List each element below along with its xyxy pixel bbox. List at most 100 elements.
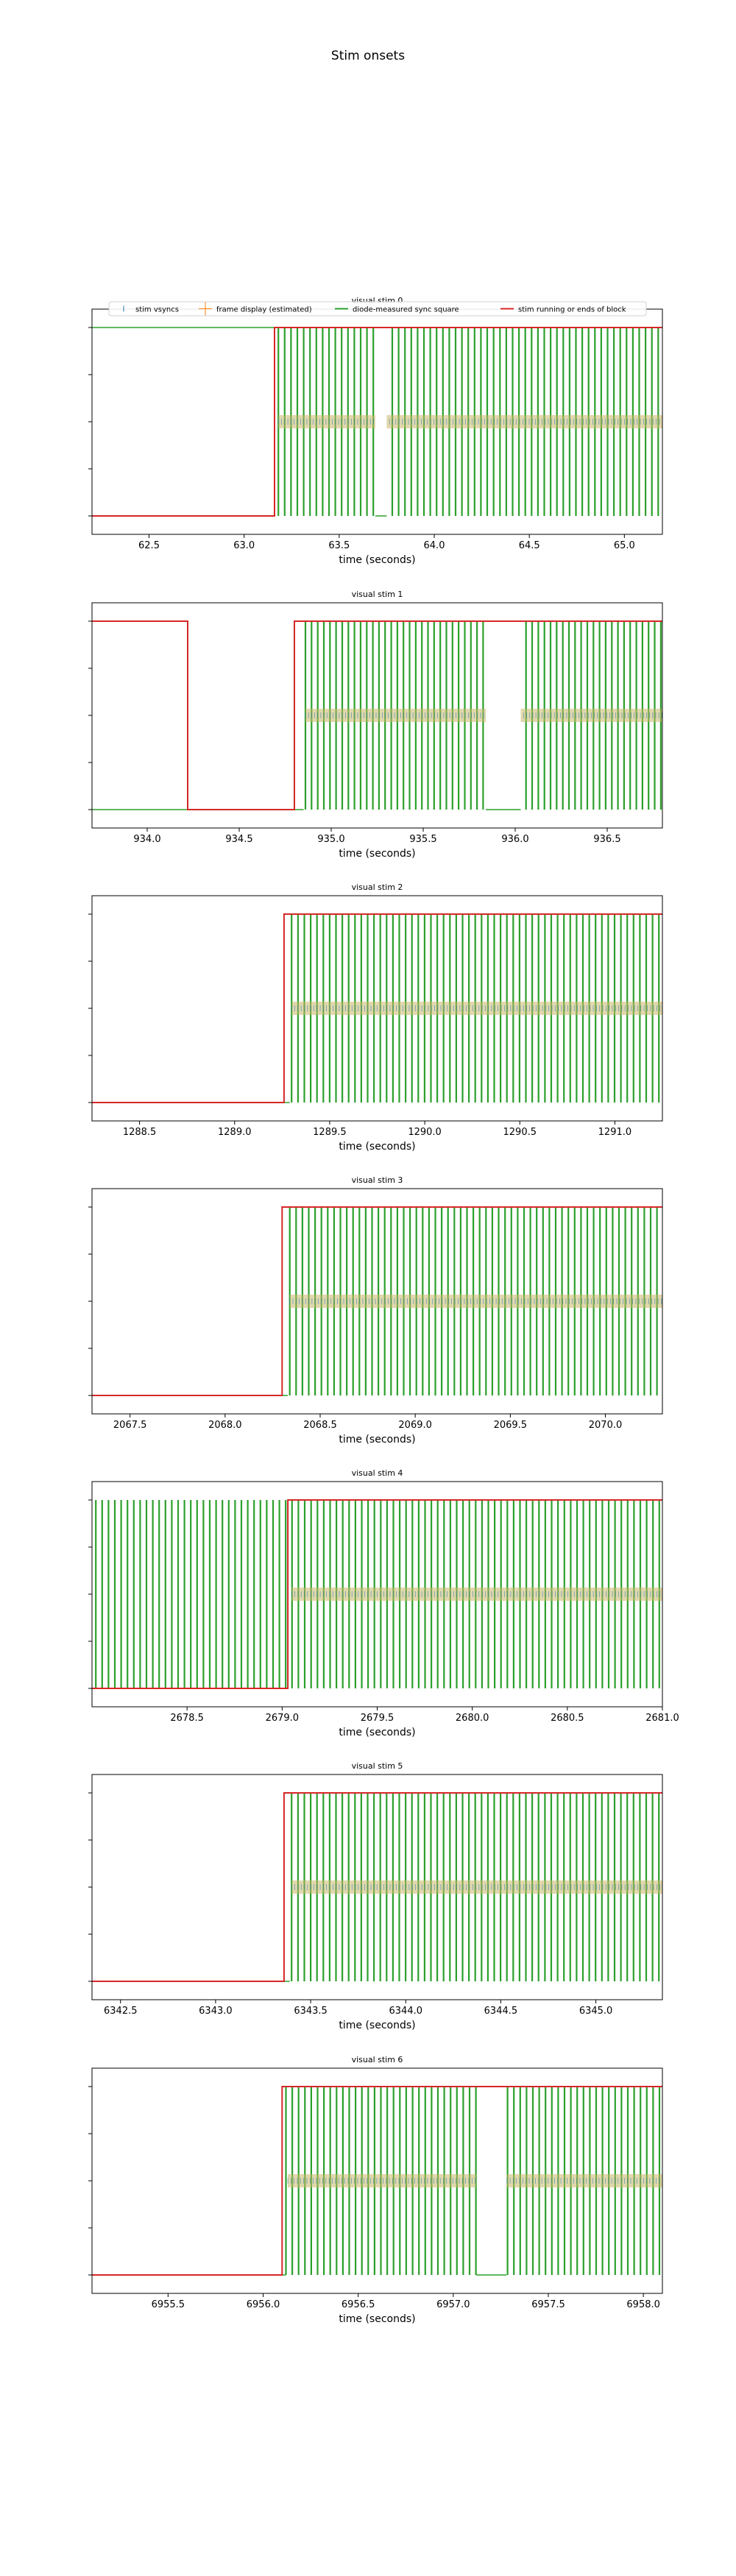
- x-axis-label: time (seconds): [339, 1727, 415, 1738]
- legend-entry: diode-measured sync square: [353, 306, 459, 314]
- x-tick-label: 2070.0: [589, 1420, 623, 1431]
- x-tick-label: 62.5: [138, 540, 160, 551]
- chart-6: visual stim 6 6955.5 6956.0 6956.5 6957.0 695…: [88, 2055, 663, 2325]
- chart-title: visual stim 4: [352, 1468, 403, 1478]
- x-axis-label: time (seconds): [339, 554, 415, 566]
- x-tick-label: 2679.0: [266, 1713, 300, 1724]
- stim-vsync-marks: [277, 419, 660, 425]
- frame-display-band: [291, 1880, 662, 1894]
- x-axis-label: time (seconds): [339, 2313, 415, 2325]
- x-tick-label: 934.5: [225, 834, 252, 845]
- x-tick-label: 6344.0: [389, 2006, 423, 2017]
- x-tick-label: 2680.0: [456, 1713, 489, 1724]
- frame-display-band: [291, 1588, 662, 1601]
- plot-area: [92, 913, 662, 1103]
- block-line: [92, 2086, 662, 2276]
- x-tick-label: 2680.5: [551, 1713, 584, 1724]
- legend: stim vsyncs frame display (estimated) diod…: [108, 301, 647, 316]
- block-line: [92, 327, 662, 517]
- x-axis-label: time (seconds): [339, 1434, 415, 1446]
- chart-1: visual stim 1 934.0 934.5 935.0 935.5 936.0 93…: [88, 590, 663, 860]
- x-tick-label: 2678.5: [170, 1713, 204, 1724]
- frame-display-band: [289, 1295, 662, 1308]
- block-line: [92, 1499, 662, 1689]
- x-tick-label: 2067.5: [113, 1420, 147, 1431]
- stim-vsync-marks: [305, 712, 662, 718]
- x-tick-label: 2679.5: [361, 1713, 394, 1724]
- chart-5: visual stim 5 6342.5 6343.0 6343.5 6344.0 634…: [88, 1761, 663, 2031]
- x-tick-label: 63.0: [233, 540, 255, 551]
- x-tick-label: 1291.0: [598, 1127, 632, 1138]
- chart-3: visual stim 3 2067.5 2068.0 2068.5 2069.0 206…: [88, 1175, 663, 1446]
- x-tick-label: 935.0: [317, 834, 344, 845]
- x-tick-label: 6343.0: [199, 2006, 233, 2017]
- plot-area: [92, 1499, 662, 1689]
- frame-display-band: [305, 709, 486, 722]
- x-tick-label: 6344.5: [484, 2006, 518, 2017]
- frame-display-band: [288, 2174, 476, 2187]
- block-line: [92, 620, 662, 810]
- plot-area: [92, 620, 662, 810]
- x-tick-label: 6343.5: [294, 2006, 328, 2017]
- frame-display-band: [278, 415, 375, 428]
- x-tick-label: 1288.5: [123, 1127, 157, 1138]
- chart-2: visual stim 2 1288.5 1289.0 1289.5 1290.0 129…: [88, 882, 663, 1153]
- block-line: [92, 913, 662, 1103]
- x-tick-label: 1290.0: [408, 1127, 442, 1138]
- x-tick-label: 2068.5: [303, 1420, 337, 1431]
- x-tick-label: 6956.0: [247, 2299, 280, 2310]
- chart-title: visual stim 2: [352, 882, 403, 892]
- plot-area: [92, 327, 662, 517]
- x-axis-label: time (seconds): [339, 2020, 415, 2031]
- stim-vsync-marks: [287, 2178, 660, 2184]
- chart-title: visual stim 1: [352, 590, 403, 599]
- block-line: [92, 1206, 662, 1396]
- chart-title: visual stim 5: [352, 1761, 403, 1771]
- x-tick-label: 934.0: [133, 834, 160, 845]
- legend-entry: stim vsyncs: [135, 306, 179, 314]
- x-tick-label: 936.5: [593, 834, 620, 845]
- x-axis-label: time (seconds): [339, 1141, 415, 1153]
- x-axis-label: time (seconds): [339, 848, 415, 860]
- chart-title: visual stim 6: [352, 2055, 403, 2064]
- x-tick-label: 65.0: [614, 540, 635, 551]
- frame-display-band: [506, 2174, 662, 2187]
- stim-vsync-marks: [291, 1884, 660, 1890]
- x-tick-label: 2069.0: [398, 1420, 432, 1431]
- chart-title: visual stim 3: [352, 1175, 403, 1185]
- stim-vsync-marks: [291, 1591, 660, 1597]
- x-tick-label: 6955.5: [152, 2299, 185, 2310]
- x-tick-label: 64.0: [424, 540, 445, 551]
- x-tick-label: 64.5: [519, 540, 540, 551]
- plot-area: [92, 2086, 662, 2276]
- x-tick-label: 935.5: [409, 834, 436, 845]
- x-tick-label: 6957.0: [436, 2299, 470, 2310]
- x-tick-label: 6342.5: [104, 2006, 138, 2017]
- legend-box: [108, 301, 647, 316]
- chart-0: visual stim 062.5 63.0 63.5 64.0 64.5 65.0tim…: [88, 296, 663, 566]
- x-tick-label: 936.0: [501, 834, 528, 845]
- figure-title: Stim onsets: [330, 49, 406, 63]
- x-tick-label: 63.5: [328, 540, 350, 551]
- stim-vsync-marks: [291, 1005, 660, 1011]
- x-tick-label: 2068.0: [208, 1420, 242, 1431]
- legend-entry: frame display (estimated): [216, 306, 312, 314]
- plot-area: [92, 1792, 662, 1982]
- x-tick-label: 2681.0: [645, 1713, 679, 1724]
- x-tick-label: 1289.0: [218, 1127, 252, 1138]
- x-tick-label: 6956.5: [342, 2299, 375, 2310]
- frame-display-band: [386, 415, 662, 428]
- legend-entry: stim running or ends of block: [518, 306, 626, 314]
- plot-area: [92, 1206, 662, 1396]
- x-tick-label: 6345.0: [579, 2006, 613, 2017]
- stim-vsync-marks: [289, 1298, 662, 1304]
- frame-display-band: [291, 1002, 662, 1015]
- chart-4: visual stim 4 2678.5 2679.0 2679.5 2680.0 268…: [88, 1468, 679, 1738]
- x-tick-label: 1290.5: [503, 1127, 537, 1138]
- x-tick-label: 6957.5: [531, 2299, 565, 2310]
- frame-display-band: [520, 709, 662, 722]
- block-line: [92, 1792, 662, 1982]
- x-tick-label: 6958.0: [626, 2299, 660, 2310]
- x-tick-label: 2069.5: [494, 1420, 528, 1431]
